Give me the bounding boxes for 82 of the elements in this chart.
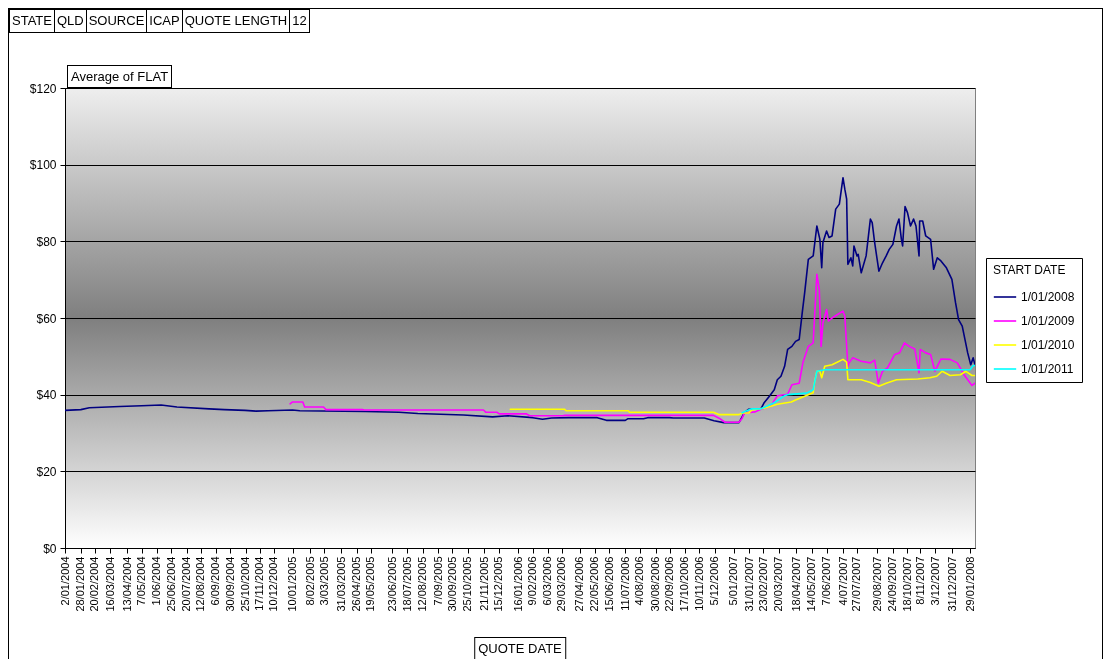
x-tick-label: 4/08/2006 <box>633 556 646 606</box>
text: 12 <box>289 9 310 33</box>
x-tick-label: 31/01/2007 <box>742 556 755 612</box>
x-tick-label: 20/07/2004 <box>180 556 193 612</box>
x-tick-label: 9/02/2006 <box>526 556 539 606</box>
x-tick-label: 13/04/2004 <box>120 556 133 612</box>
x-tick-label: 2/01/2004 <box>58 556 71 606</box>
y-tick-label: $120 <box>29 81 57 96</box>
x-tick-label: 23/06/2005 <box>385 556 398 612</box>
y-tick-label: $60 <box>36 311 57 326</box>
x-tick-label: 30/09/2005 <box>445 556 458 612</box>
x-tick-label: 26/04/2005 <box>350 556 363 612</box>
x-tick-label: 10/12/2004 <box>267 556 280 612</box>
legend-label: 1/01/2010 <box>1021 338 1075 352</box>
line-series <box>289 273 975 424</box>
x-tick-label: 23/02/2007 <box>756 556 769 612</box>
x-tick-label: 20/02/2004 <box>88 556 101 612</box>
x-tick-label: 18/10/2007 <box>900 556 913 612</box>
legend-title: START DATE <box>993 263 1066 277</box>
y-tick-label: $100 <box>29 158 57 173</box>
x-tick-label: 31/03/2005 <box>334 556 347 612</box>
x-tick-label: 27/04/2006 <box>573 556 586 612</box>
line-series <box>741 364 975 414</box>
x-tick-label: 11/07/2006 <box>618 556 631 611</box>
x-axis-title: QUOTE DATE <box>474 637 566 659</box>
x-tick-label: 3/03/2005 <box>317 556 330 606</box>
x-tick-label: 1/06/2004 <box>150 556 163 606</box>
x-tick-label: 20/03/2007 <box>772 556 785 612</box>
x-tick-label: 10/01/2005 <box>286 556 298 612</box>
x-tick-label: 19/05/2005 <box>364 556 377 612</box>
y-tick-label: $0 <box>43 541 57 556</box>
y-tick-label: $20 <box>36 464 57 479</box>
x-tick-label: 17/10/2006 <box>678 556 691 612</box>
x-tick-label: 15/12/2005 <box>492 556 505 612</box>
x-tick-label: 3/12/2007 <box>928 556 941 606</box>
x-tick-label: 16/01/2006 <box>511 556 524 612</box>
text: QUOTE LENGTH <box>181 9 291 33</box>
x-tick-label: 21/11/2005 <box>477 556 490 611</box>
x-tick-label: 12/08/2005 <box>416 556 429 612</box>
x-tick-label: 10/11/2006 <box>692 556 705 611</box>
x-tick-label: 7/05/2004 <box>135 556 148 606</box>
legend-label: 1/01/2011 <box>1021 362 1074 376</box>
x-tick-label: 14/05/2007 <box>805 556 818 612</box>
x-tick-label: 8/02/2005 <box>303 556 316 606</box>
x-tick-label: 12/08/2004 <box>194 556 207 612</box>
x-tick-label: 30/09/2004 <box>223 556 236 612</box>
x-tick-label: 27/07/2007 <box>850 556 863 612</box>
y-tick-label: $80 <box>36 234 57 249</box>
x-tick-label: 6/03/2006 <box>541 556 554 606</box>
x-tick-label: 22/09/2006 <box>663 556 676 612</box>
x-tick-label: 15/06/2006 <box>602 556 615 612</box>
legend-label: 1/01/2009 <box>1021 314 1075 328</box>
x-tick-label: 7/06/2007 <box>820 556 833 606</box>
x-tick-label: 18/04/2007 <box>789 556 802 612</box>
y-axis-title: Average of FLAT <box>67 65 173 88</box>
x-tick-label: 8/11/2007 <box>913 556 926 605</box>
x-tick-label: 28/01/2004 <box>74 556 87 612</box>
x-tick-label: 5/01/2007 <box>727 556 740 606</box>
text: SOURCE <box>85 9 148 33</box>
text: STATE <box>9 9 55 33</box>
x-tick-label: 6/09/2004 <box>209 556 222 606</box>
x-tick-label: 7/09/2005 <box>431 556 444 606</box>
text: ICAP <box>146 9 183 33</box>
x-tick-label: 29/01/2008 <box>963 556 976 612</box>
x-tick-label: 29/03/2006 <box>555 556 568 612</box>
x-tick-label: 29/08/2007 <box>870 556 883 612</box>
x-tick-label: 31/12/2007 <box>945 556 958 612</box>
x-tick-label: 25/06/2004 <box>164 556 177 612</box>
x-tick-label: 30/08/2006 <box>649 556 662 612</box>
x-tick-label: 18/07/2005 <box>400 556 413 612</box>
line-series <box>509 358 975 416</box>
legend-label: 1/01/2008 <box>1021 290 1075 304</box>
x-tick-label: 17/11/2004 <box>253 556 266 611</box>
x-tick-label: 16/03/2004 <box>103 556 116 612</box>
x-tick-label: 5/12/2006 <box>708 556 721 606</box>
x-tick-label: 22/05/2006 <box>588 556 601 612</box>
x-tick-label: 4/07/2007 <box>836 556 849 606</box>
y-tick-label: $40 <box>36 388 57 403</box>
x-tick-label: 25/10/2005 <box>461 556 474 612</box>
x-tick-label: 24/09/2007 <box>886 556 899 612</box>
text: QLD <box>53 9 87 33</box>
x-tick-label: 25/10/2004 <box>239 556 252 612</box>
